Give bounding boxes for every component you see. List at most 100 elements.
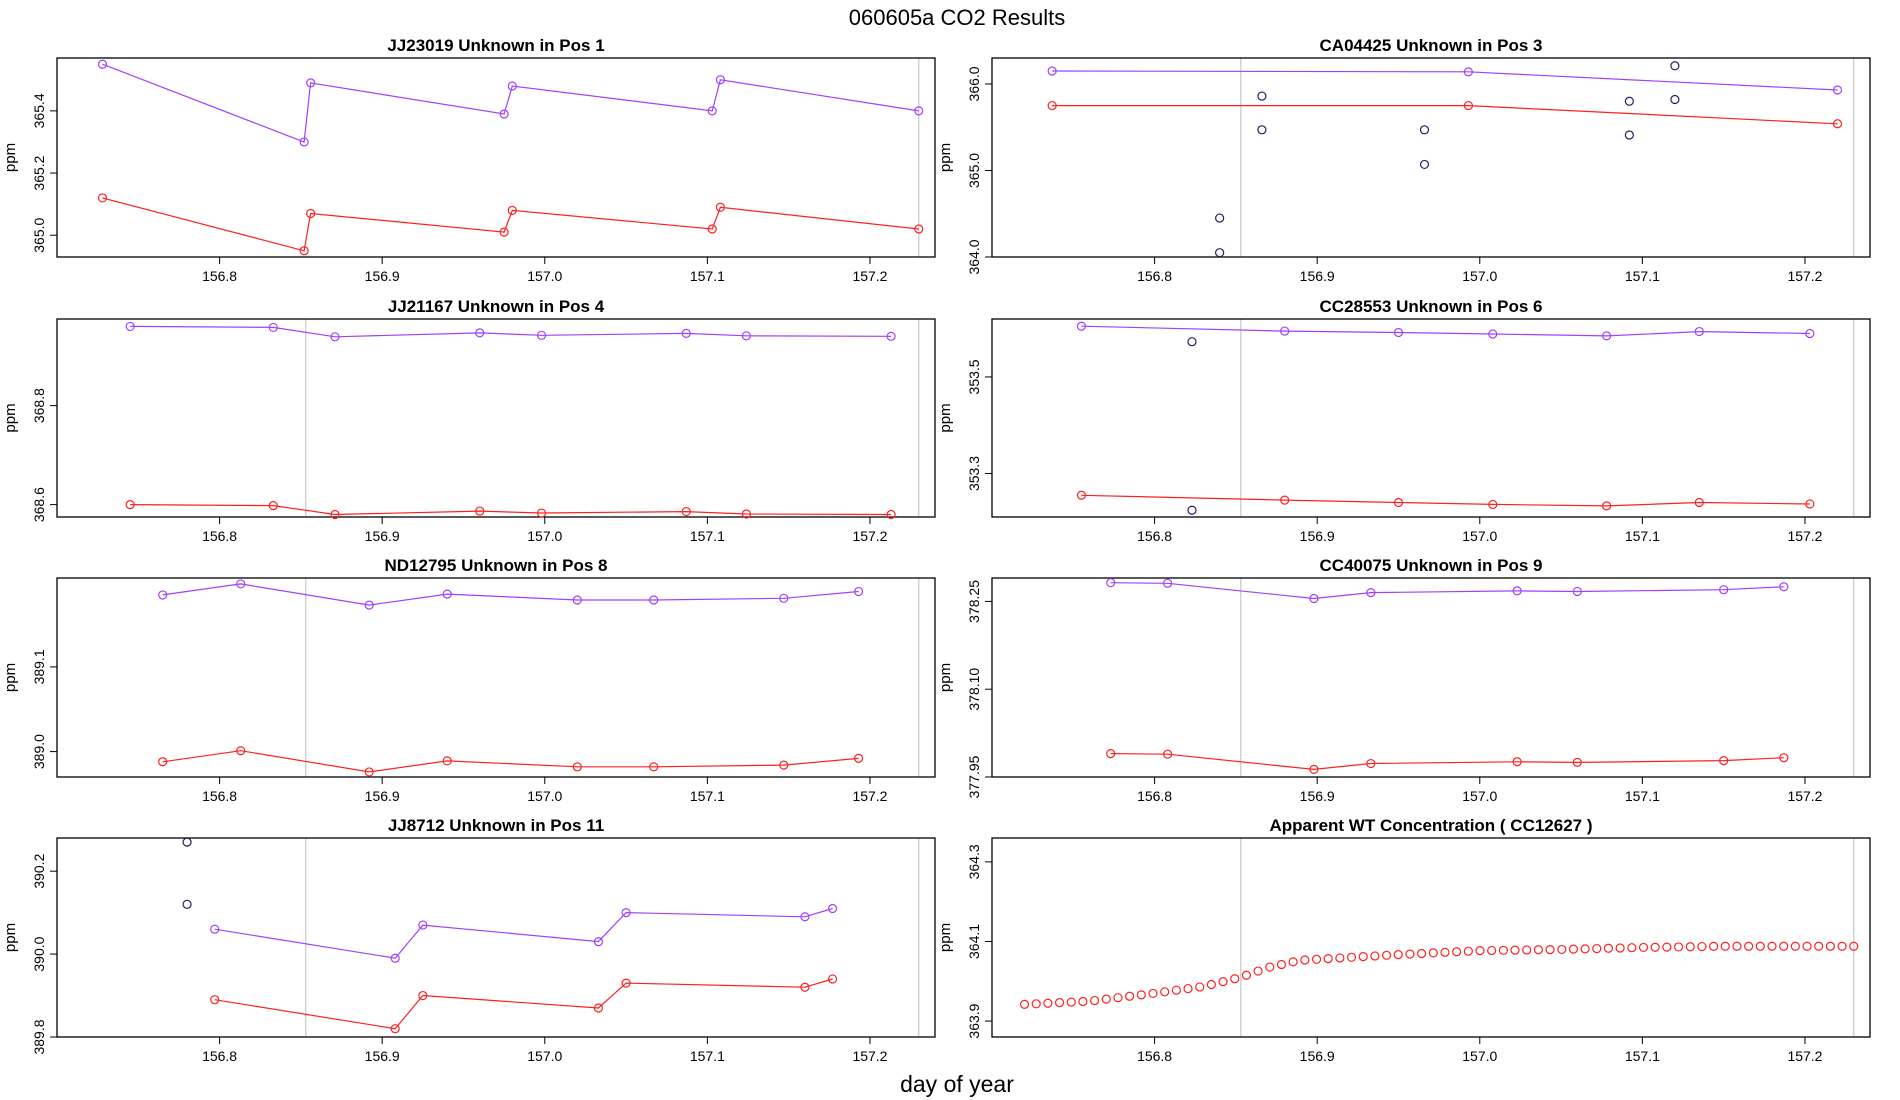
y-tick-label: 389.1 [31,649,47,684]
data-point-wt [1638,942,1649,953]
data-point-wt [1183,983,1193,994]
y-axis-label: ppm [937,143,954,172]
data-point-wt [1802,941,1812,951]
y-tick-label: 365.0 [31,218,47,253]
data-point-upper [210,924,220,934]
data-point-upper [330,332,340,342]
y-tick-label: 365.0 [966,153,982,188]
data-point-wt [1487,945,1497,956]
data-point-wt [1510,945,1520,955]
data-point-lower [507,205,517,215]
data-point-wt [1849,941,1859,951]
y-tick-label: 364.3 [966,844,982,879]
y-axis-label: ppm [937,403,954,432]
y-tick-label: 366.0 [966,66,982,101]
data-point-wt [1393,950,1403,960]
x-tick-label: 156.9 [365,788,400,804]
x-tick-label: 157.1 [1625,1048,1660,1064]
data-point-other [1215,248,1225,258]
data-point-upper [1601,331,1612,341]
data-point-lower [827,974,838,984]
data-point-wt [1732,941,1742,951]
data-point-upper [1309,593,1319,604]
data-point-wt [1206,979,1216,990]
data-point-upper [886,331,896,341]
data-point-other [1187,337,1197,347]
x-tick-label: 157.2 [852,788,887,804]
data-point-upper [1512,586,1522,596]
data-point-wt [1346,952,1357,962]
data-point-wt [1475,946,1485,956]
y-axis-label: ppm [2,403,19,432]
y-tick-label: 365.2 [31,155,47,190]
data-point-other [1624,130,1634,140]
data-point-lower [125,500,135,510]
x-tick-label: 156.8 [202,788,237,804]
data-point-lower [1694,497,1704,508]
data-point-upper [299,137,309,147]
data-point-lower [1805,499,1815,509]
data-point-wt [1837,941,1847,951]
data-point-wt [1767,941,1777,951]
data-point-other [182,837,192,847]
data-point-other [1419,125,1430,135]
data-point-upper [572,595,582,605]
series-line-upper [102,63,919,143]
plot-frame [991,318,1871,518]
x-tick-label: 157.2 [1787,528,1822,544]
y-axis-label: ppm [2,663,19,692]
data-point-wt [1160,987,1170,997]
series-line-lower [102,197,919,252]
data-point-lower [1309,764,1319,774]
x-tick-label: 157.0 [1462,528,1497,544]
data-point-lower [1601,501,1612,511]
data-point-lower [707,224,717,234]
data-point-lower [1719,756,1729,766]
data-point-wt [1276,959,1287,970]
data-point-wt [1417,948,1427,959]
data-point-lower [1572,757,1582,767]
data-point-upper [715,75,725,85]
x-tick-label: 157.1 [1625,528,1660,544]
panels-container: JJ23019 Unknown in Pos 1 156.8 156.9 157.0 1… [2,36,1871,1064]
data-point-lower [1076,490,1087,500]
y-tick-label: 368.6 [31,487,47,522]
data-point-wt [1522,945,1532,955]
data-point-wt [1066,997,1076,1007]
data-point-wt [1230,974,1240,984]
data-point-wt [1358,952,1368,962]
x-tick-label: 157.1 [690,1048,725,1064]
data-point-wt [1825,941,1835,951]
x-tick-label: 156.8 [1137,528,1172,544]
x-tick-label: 156.9 [1300,528,1335,544]
series-line-upper [162,583,859,606]
panel-title: Apparent WT Concentration ( CC12627 ) [1269,816,1592,835]
data-point-lower [330,509,340,520]
data-point-wt [1650,942,1660,952]
data-point-lower [853,753,864,763]
x-tick-label: 156.9 [1300,788,1335,804]
data-point-upper [507,81,517,91]
data-point-upper [1719,585,1729,595]
data-point-lower [593,1003,604,1013]
data-point-lower [741,509,751,519]
data-point-wt [1662,942,1672,952]
y-tick-label: 368.8 [31,388,47,423]
data-point-lower [1832,119,1843,129]
chart-panel-1: JJ23019 Unknown in Pos 1 156.8 156.9 157.0 1… [2,36,936,284]
data-point-other [182,899,192,909]
y-axis-label: ppm [937,663,954,692]
chart-panel-8: Apparent WT Concentration ( CC12627 ) 156… [937,816,1871,1064]
data-point-wt [1428,948,1438,958]
series-line-lower [1081,494,1810,507]
data-point-wt [1078,996,1088,1007]
chart-panel-4: CC28553 Unknown in Pos 6 156.8 156.9 157.0 1… [937,297,1871,544]
data-point-lower [1488,499,1498,510]
series-line-lower [1110,753,1784,771]
data-point-wt [1089,995,1100,1006]
series-line-upper [130,325,892,338]
data-point-wt [1720,941,1730,951]
data-point-wt [1218,977,1228,987]
data-point-other [1624,96,1634,106]
data-point-wt [1568,944,1579,954]
